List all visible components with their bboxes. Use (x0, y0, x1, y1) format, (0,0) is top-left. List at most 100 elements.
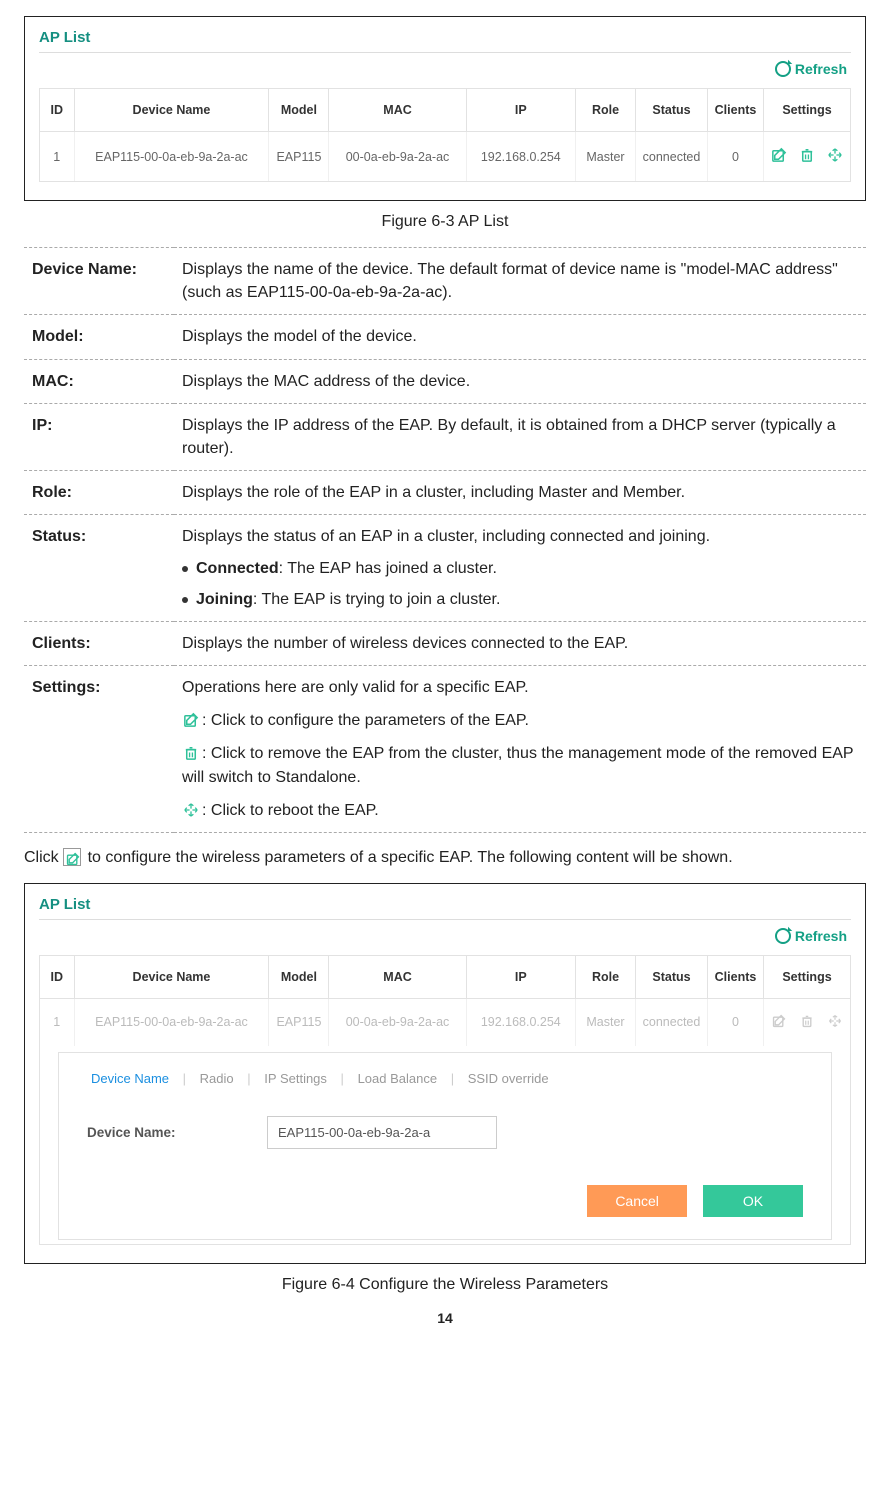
definition-term: Device Name: (24, 248, 174, 315)
device-name-input[interactable] (267, 1116, 497, 1149)
refresh-icon (775, 928, 791, 944)
cell-ip: 192.168.0.254 (466, 998, 575, 1046)
edit-icon (182, 711, 200, 729)
refresh-icon (775, 61, 791, 77)
definition-term: MAC: (24, 359, 174, 403)
cell-device-name: EAP115-00-0a-eb-9a-2a-ac (74, 998, 269, 1046)
col-status: Status (636, 89, 708, 132)
edit-icon[interactable] (770, 1013, 788, 1031)
col-mac: MAC (329, 89, 466, 132)
col-settings: Settings (764, 89, 851, 132)
icon-line: : Click to reboot the EAP. (182, 799, 858, 822)
col-role: Role (576, 956, 636, 999)
tab-ssid-override[interactable]: SSID override (464, 1071, 553, 1086)
definition-body: Displays the number of wireless devices … (174, 621, 866, 665)
cell-status: connected (636, 998, 708, 1046)
tab-device-name[interactable]: Device Name (87, 1071, 173, 1086)
ap-table: ID Device Name Model MAC IP Role Status … (39, 955, 851, 1245)
cell-model: EAP115 (269, 132, 329, 182)
definition-term: Model: (24, 315, 174, 359)
refresh-label: Refresh (795, 928, 847, 944)
col-device-name: Device Name (74, 89, 269, 132)
icon-line: : Click to configure the parameters of t… (182, 709, 858, 732)
panel-title: AP List (39, 25, 851, 53)
cell-settings (764, 132, 851, 182)
definition-term: Role: (24, 471, 174, 515)
expanded-config-panel: Device Name | Radio | IP Settings | Load… (58, 1052, 832, 1240)
definition-term: Settings: (24, 666, 174, 833)
definition-row: Model:Displays the model of the device. (24, 315, 866, 359)
col-mac: MAC (329, 956, 466, 999)
cell-role: Master (576, 132, 636, 182)
definition-row: Settings:Operations here are only valid … (24, 666, 866, 833)
cell-model: EAP115 (269, 998, 329, 1046)
col-model: Model (269, 956, 329, 999)
refresh-button[interactable]: Refresh (775, 928, 847, 944)
col-clients: Clients (708, 956, 764, 999)
mid-pre: Click (24, 849, 63, 866)
ok-button[interactable]: OK (703, 1185, 803, 1217)
tab-load-balance[interactable]: Load Balance (354, 1071, 442, 1086)
bullet-item: Joining: The EAP is trying to join a clu… (182, 588, 858, 611)
col-id: ID (40, 956, 74, 999)
definition-row: Status:Displays the status of an EAP in … (24, 515, 866, 622)
trash-icon[interactable] (798, 1013, 816, 1031)
cell-id: 1 (40, 998, 74, 1046)
refresh-label: Refresh (795, 61, 847, 77)
cell-status: connected (636, 132, 708, 182)
figure-caption-2: Figure 6-4 Configure the Wireless Parame… (24, 1276, 866, 1294)
reboot-icon[interactable] (826, 146, 844, 164)
edit-icon[interactable] (770, 146, 788, 164)
device-name-label: Device Name: (87, 1125, 227, 1140)
col-settings: Settings (764, 956, 851, 999)
icon-line: : Click to remove the EAP from the clust… (182, 742, 858, 788)
device-name-form-row: Device Name: (87, 1116, 803, 1149)
definition-body: Displays the status of an EAP in a clust… (174, 515, 866, 622)
figure-caption-1: Figure 6-3 AP List (24, 213, 866, 231)
trash-icon[interactable] (798, 146, 816, 164)
definition-row: Clients:Displays the number of wireless … (24, 621, 866, 665)
config-tabs: Device Name | Radio | IP Settings | Load… (87, 1071, 803, 1086)
cancel-button[interactable]: Cancel (587, 1185, 687, 1217)
definition-body: Displays the role of the EAP in a cluste… (174, 471, 866, 515)
definition-body: Displays the MAC address of the device. (174, 359, 866, 403)
col-id: ID (40, 89, 74, 132)
cell-id: 1 (40, 132, 74, 182)
cell-mac: 00-0a-eb-9a-2a-ac (329, 998, 466, 1046)
refresh-button[interactable]: Refresh (775, 61, 847, 77)
definition-body: Displays the model of the device. (174, 315, 866, 359)
table-header-row: ID Device Name Model MAC IP Role Status … (40, 956, 850, 999)
ap-list-panel-1: AP List Refresh ID Device Name Model MAC… (24, 16, 866, 201)
definitions-list: Device Name:Displays the name of the dev… (24, 247, 866, 833)
col-clients: Clients (708, 89, 764, 132)
col-status: Status (636, 956, 708, 999)
cell-mac: 00-0a-eb-9a-2a-ac (329, 132, 466, 182)
ap-table: ID Device Name Model MAC IP Role Status … (39, 88, 851, 182)
mid-paragraph: Click to configure the wireless paramete… (24, 845, 866, 871)
definition-row: MAC:Displays the MAC address of the devi… (24, 359, 866, 403)
reboot-icon[interactable] (826, 1013, 844, 1031)
definition-term: Status: (24, 515, 174, 622)
col-ip: IP (466, 89, 575, 132)
tab-radio[interactable]: Radio (196, 1071, 238, 1086)
table-row: 1 EAP115-00-0a-eb-9a-2a-ac EAP115 00-0a-… (40, 998, 850, 1046)
page-number: 14 (24, 1310, 866, 1326)
col-ip: IP (466, 956, 575, 999)
form-buttons: Cancel OK (87, 1185, 803, 1217)
definition-row: IP:Displays the IP address of the EAP. B… (24, 403, 866, 470)
definition-body: Displays the IP address of the EAP. By d… (174, 403, 866, 470)
definition-term: IP: (24, 403, 174, 470)
tab-ip-settings[interactable]: IP Settings (260, 1071, 331, 1086)
cell-ip: 192.168.0.254 (466, 132, 575, 182)
cell-clients: 0 (708, 132, 764, 182)
edit-icon (63, 848, 81, 866)
cell-settings (764, 998, 851, 1046)
ap-list-panel-2: AP List Refresh ID Device Name Model MAC… (24, 883, 866, 1264)
definition-term: Clients: (24, 621, 174, 665)
definition-body: Operations here are only valid for a spe… (174, 666, 866, 833)
reboot-icon (182, 801, 200, 819)
cell-device-name: EAP115-00-0a-eb-9a-2a-ac (74, 132, 269, 182)
definition-row: Role:Displays the role of the EAP in a c… (24, 471, 866, 515)
definition-row: Device Name:Displays the name of the dev… (24, 248, 866, 315)
panel-title: AP List (39, 892, 851, 920)
